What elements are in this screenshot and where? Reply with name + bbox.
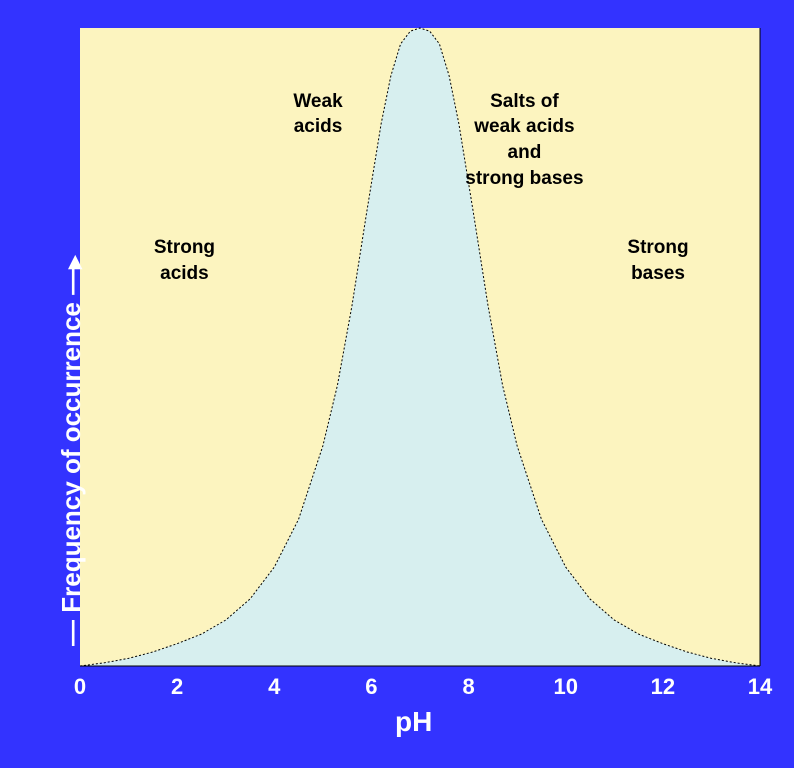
x-tick-label: 14 — [745, 674, 775, 700]
x-tick-label: 0 — [65, 674, 95, 700]
x-tick-label: 4 — [259, 674, 289, 700]
y-axis-label: — Frequency of occurrence —▸ — [56, 256, 87, 646]
arrow-icon: ▸ — [58, 256, 89, 269]
annotation-strong-acids: Strong acids — [94, 235, 274, 286]
x-tick-label: 12 — [648, 674, 678, 700]
x-axis-label: pH — [395, 706, 432, 738]
annotation-weak-acids: Weak acids — [228, 89, 408, 140]
annotation-salts: Salts of weak acids and strong bases — [434, 89, 614, 192]
annotation-strong-bases: Strong bases — [568, 235, 748, 286]
x-tick-label: 8 — [454, 674, 484, 700]
x-tick-label: 6 — [356, 674, 386, 700]
x-tick-label: 10 — [551, 674, 581, 700]
x-tick-label: 2 — [162, 674, 192, 700]
y-axis-dash-pre: — — [56, 613, 86, 646]
y-axis-label-text: Frequency of occurrence — [56, 302, 86, 613]
chart-frame: — Frequency of occurrence —▸ pH 02468101… — [0, 0, 794, 768]
y-axis-dash-post: — — [56, 269, 86, 302]
